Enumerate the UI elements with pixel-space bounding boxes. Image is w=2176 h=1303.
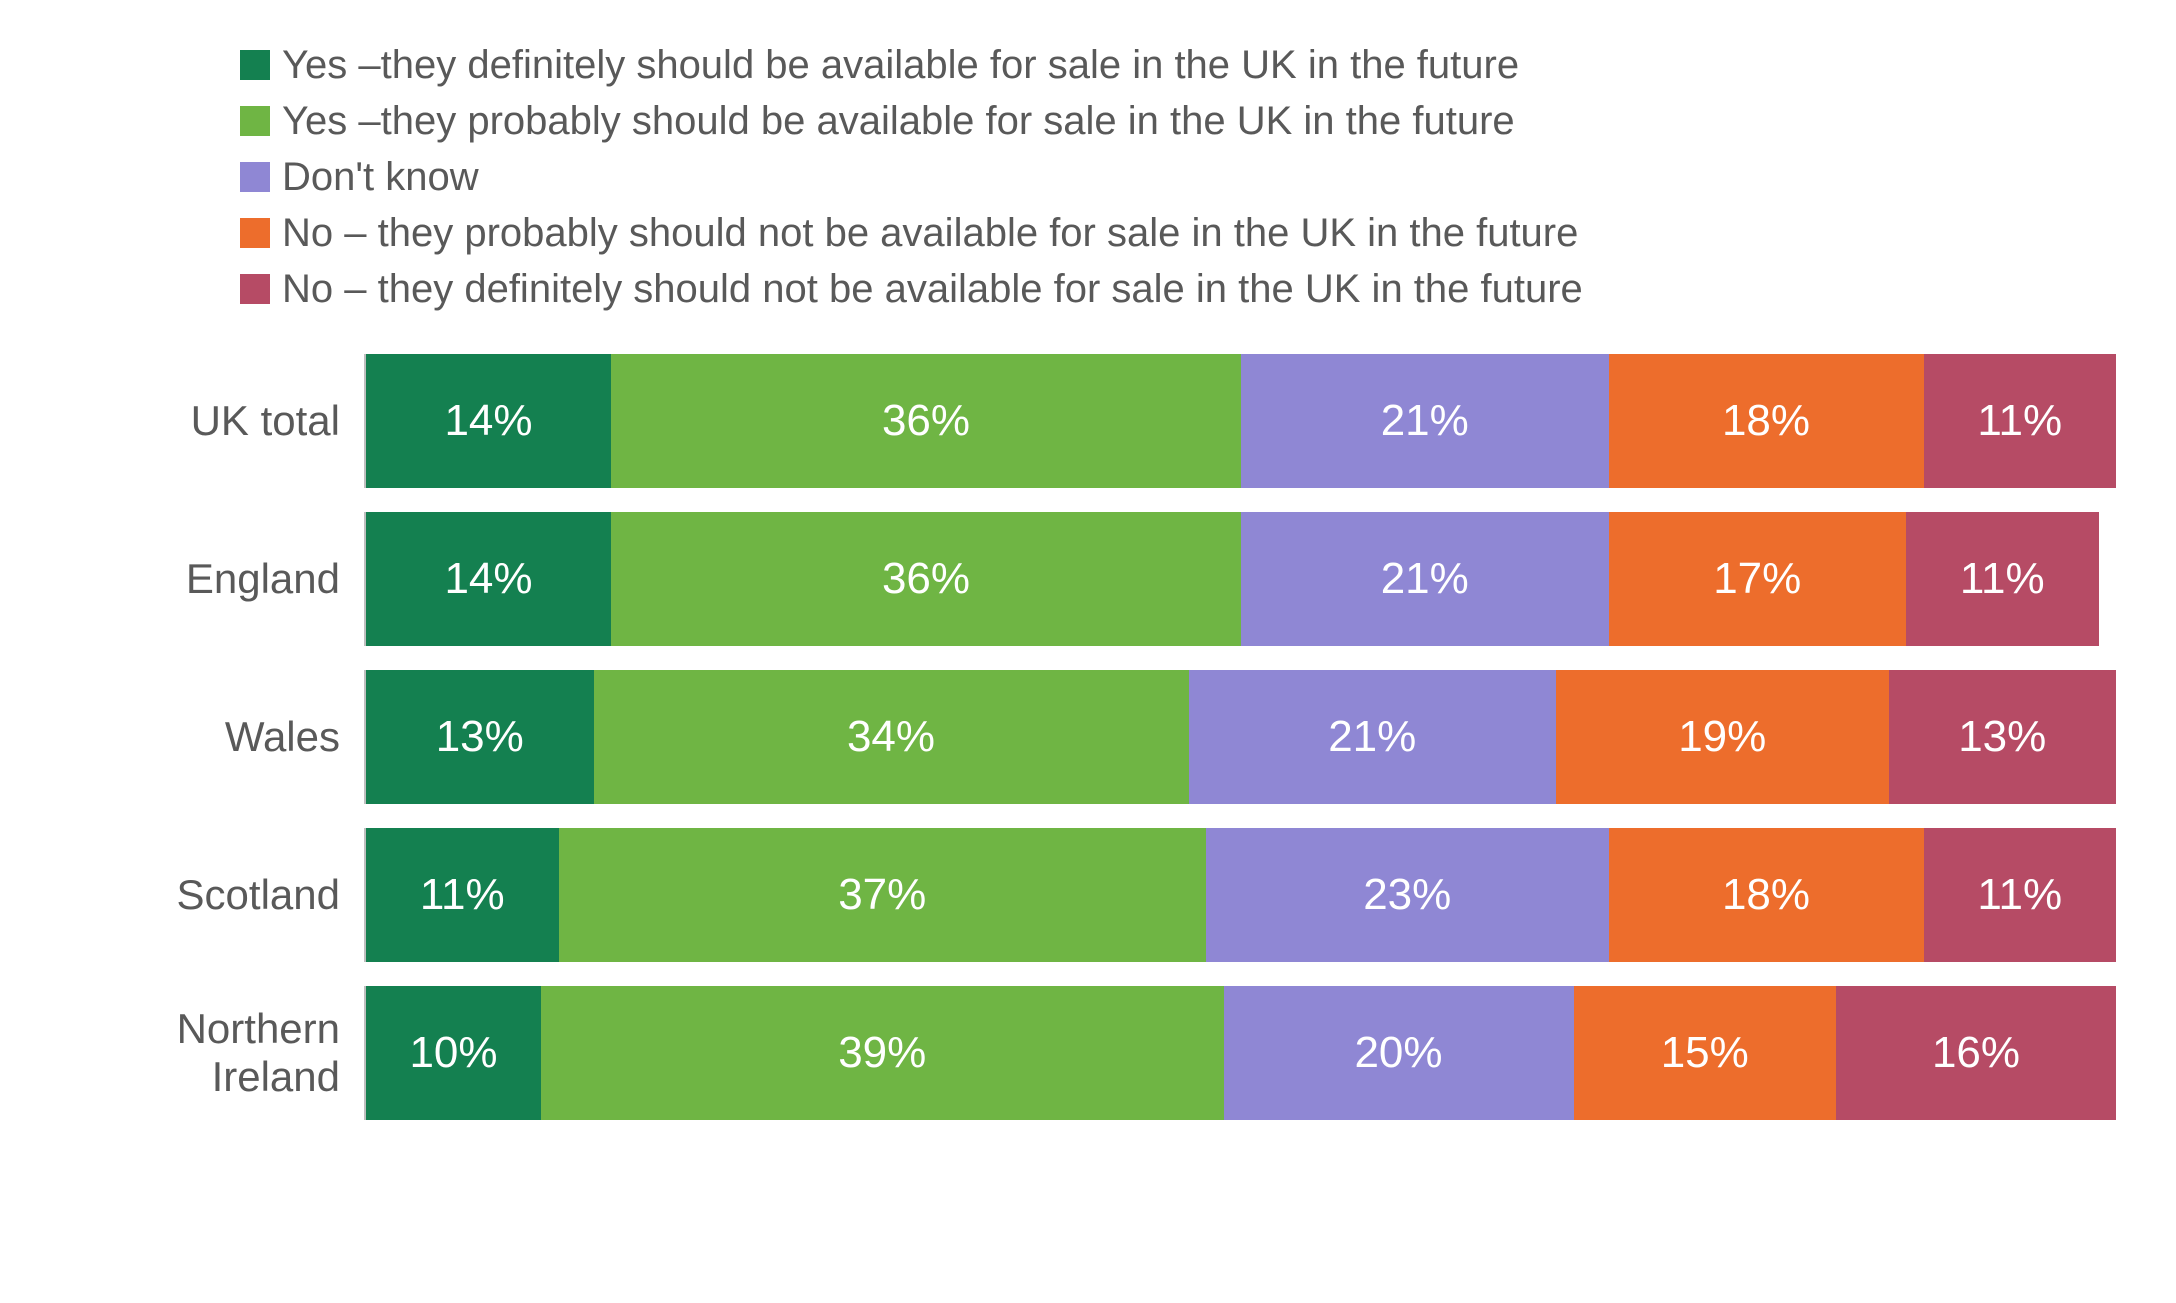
bar-segment-yes_prob: 36% xyxy=(611,354,1241,488)
bar-segment-value: 19% xyxy=(1678,712,1766,762)
legend-item: Don't know xyxy=(240,152,2116,202)
legend-label: Yes –they definitely should be available… xyxy=(282,40,1519,90)
bar-segment-value: 11% xyxy=(1977,396,2062,446)
category-label: UK total xyxy=(80,397,364,445)
bar-segment-yes_defo: 11% xyxy=(366,828,559,962)
bar-segment-no_prob: 19% xyxy=(1556,670,1889,804)
bar-segment-no_defo: 16% xyxy=(1836,986,2116,1120)
bar-segment-value: 13% xyxy=(1958,712,2046,762)
category-label: Scotland xyxy=(80,871,364,919)
bar-track: 10% 39% 20% 15% 16% xyxy=(364,986,2116,1120)
bar-track: 14% 36% 21% 17% 11% xyxy=(364,512,2116,646)
bar-segment-value: 18% xyxy=(1722,870,1810,920)
bar-segment-dk: 21% xyxy=(1189,670,1557,804)
bar-segment-yes_prob: 39% xyxy=(541,986,1224,1120)
legend: Yes –they definitely should be available… xyxy=(240,40,2116,314)
legend-swatch xyxy=(240,218,270,248)
legend-swatch xyxy=(240,106,270,136)
bar-segment-yes_defo: 14% xyxy=(366,354,611,488)
bar-row: Northern Ireland 10% 39% 20% 15% 16% xyxy=(80,986,2116,1120)
bar-segment-no_defo: 11% xyxy=(1924,828,2117,962)
legend-item: No – they probably should not be availab… xyxy=(240,208,2116,258)
bar-segment-value: 34% xyxy=(847,712,935,762)
bar-segment-value: 11% xyxy=(420,870,505,920)
bar-row: Scotland 11% 37% 23% 18% 11% xyxy=(80,828,2116,962)
bar-segment-yes_defo: 10% xyxy=(366,986,541,1120)
bar-track: 13% 34% 21% 19% 13% xyxy=(364,670,2116,804)
bar-segment-value: 36% xyxy=(882,554,970,604)
bar-segment-yes_prob: 34% xyxy=(594,670,1189,804)
category-label: England xyxy=(80,555,364,603)
bar-segment-value: 15% xyxy=(1661,1028,1749,1078)
bar-row: England 14% 36% 21% 17% 11% xyxy=(80,512,2116,646)
bar-segment-value: 20% xyxy=(1354,1028,1442,1078)
bar-segment-dk: 20% xyxy=(1224,986,1574,1120)
bar-segment-dk: 21% xyxy=(1241,512,1609,646)
bar-segment-no_prob: 15% xyxy=(1574,986,1837,1120)
bar-segment-dk: 21% xyxy=(1241,354,1609,488)
bar-segment-value: 10% xyxy=(409,1028,497,1078)
bar-track: 11% 37% 23% 18% 11% xyxy=(364,828,2116,962)
bar-segment-yes_defo: 13% xyxy=(366,670,594,804)
bar-segment-value: 18% xyxy=(1722,396,1810,446)
bar-segment-value: 11% xyxy=(1960,554,2045,604)
bar-segment-no_prob: 18% xyxy=(1609,354,1924,488)
plot-area: UK total14%36%21%18%11%England14%36%21%1… xyxy=(80,354,2116,1120)
bar-segment-value: 17% xyxy=(1713,554,1801,604)
legend-label: No – they probably should not be availab… xyxy=(282,208,1578,258)
legend-swatch xyxy=(240,50,270,80)
legend-item: Yes –they probably should be available f… xyxy=(240,96,2116,146)
bar-track: 14% 36% 21% 18% 11% xyxy=(364,354,2116,488)
bar-segment-value: 14% xyxy=(444,554,532,604)
bar-segment-value: 16% xyxy=(1932,1028,2020,1078)
bar-segment-yes_defo: 14% xyxy=(366,512,611,646)
bar-row: UK total 14% 36% 21% 18% 11% xyxy=(80,354,2116,488)
legend-swatch xyxy=(240,274,270,304)
legend-item: No – they definitely should not be avail… xyxy=(240,264,2116,314)
bar-row: Wales 13% 34% 21% 19% 13% xyxy=(80,670,2116,804)
bar-segment-no_defo: 11% xyxy=(1906,512,2099,646)
bar-segment-value: 39% xyxy=(838,1028,926,1078)
bar-segment-dk: 23% xyxy=(1206,828,1609,962)
bar-segment-no_defo: 11% xyxy=(1924,354,2117,488)
bar-segment-no_prob: 17% xyxy=(1609,512,1907,646)
bar-segment-value: 13% xyxy=(436,712,524,762)
bar-segment-value: 21% xyxy=(1381,396,1469,446)
bar-segment-value: 21% xyxy=(1381,554,1469,604)
category-label: Wales xyxy=(80,713,364,761)
legend-swatch xyxy=(240,162,270,192)
legend-item: Yes –they definitely should be available… xyxy=(240,40,2116,90)
bar-segment-value: 37% xyxy=(838,870,926,920)
legend-label: Don't know xyxy=(282,152,479,202)
category-label: Northern Ireland xyxy=(80,1005,364,1102)
bar-segment-value: 11% xyxy=(1977,870,2062,920)
bar-segment-yes_prob: 37% xyxy=(559,828,1207,962)
bar-segment-no_prob: 18% xyxy=(1609,828,1924,962)
bar-segment-yes_prob: 36% xyxy=(611,512,1241,646)
bar-segment-value: 21% xyxy=(1328,712,1416,762)
legend-label: No – they definitely should not be avail… xyxy=(282,264,1583,314)
bar-segment-no_defo: 13% xyxy=(1889,670,2117,804)
bar-segment-value: 36% xyxy=(882,396,970,446)
legend-label: Yes –they probably should be available f… xyxy=(282,96,1515,146)
bar-segment-value: 23% xyxy=(1363,870,1451,920)
bar-segment-value: 14% xyxy=(444,396,532,446)
stacked-bar-chart: Yes –they definitely should be available… xyxy=(0,0,2176,1303)
